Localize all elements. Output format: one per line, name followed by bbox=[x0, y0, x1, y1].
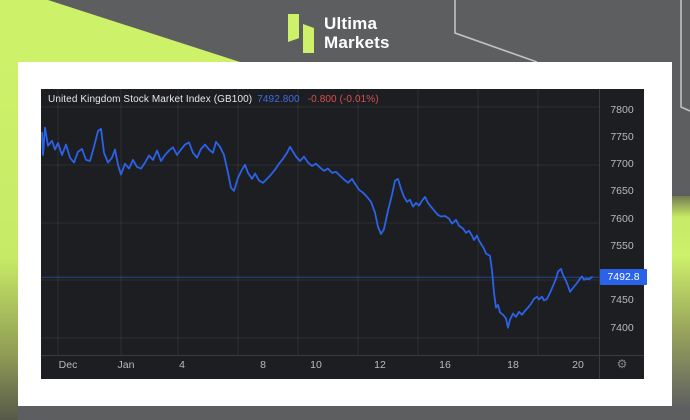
y-axis-tick-7800: 7800 bbox=[610, 103, 634, 116]
chart-change: -0.800 (-0.01%) bbox=[307, 94, 379, 105]
x-axis-tick-18: 18 bbox=[507, 359, 519, 371]
decor-left-strip bbox=[0, 62, 18, 420]
x-axis-tick-10: 10 bbox=[310, 359, 322, 371]
price-series-line bbox=[41, 126, 593, 329]
x-axis-tick-12: 12 bbox=[374, 359, 386, 371]
chart-panel: United Kingdom Stock Market Index (GB100… bbox=[41, 89, 647, 379]
x-axis-separator bbox=[41, 355, 644, 356]
x-axis-tick-4: 4 bbox=[179, 359, 185, 371]
current-price-tag: 7492.8 bbox=[600, 269, 647, 286]
chart-last-price: 7492.800 bbox=[257, 94, 300, 105]
x-axis-tick-Jan: Jan bbox=[117, 359, 135, 371]
brand-line2: Markets bbox=[324, 33, 390, 52]
chart-title-bar: United Kingdom Stock Market Index (GB100… bbox=[48, 94, 379, 105]
y-axis-tick-7400: 7400 bbox=[610, 321, 634, 334]
y-axis-tick-7700: 7700 bbox=[610, 158, 634, 171]
y-axis-tick-7750: 7750 bbox=[610, 130, 634, 143]
chart-title: United Kingdom Stock Market Index (GB100… bbox=[48, 94, 253, 105]
y-axis-tick-7550: 7550 bbox=[610, 239, 634, 252]
price-chart-plot[interactable] bbox=[41, 89, 599, 355]
brand-line1: Ultima bbox=[324, 14, 378, 33]
settings-gear-icon[interactable]: ⚙ bbox=[616, 357, 628, 371]
x-axis-tick-8: 8 bbox=[260, 359, 266, 371]
x-axis-tick-20: 20 bbox=[572, 359, 584, 371]
brand-name: Ultima Markets bbox=[324, 14, 390, 52]
x-axis-tick-16: 16 bbox=[439, 359, 451, 371]
logo-bar-left bbox=[288, 14, 299, 42]
decor-lime-triangle bbox=[0, 0, 240, 62]
decor-right-strip bbox=[672, 196, 690, 408]
chart-card: United Kingdom Stock Market Index (GB100… bbox=[18, 62, 672, 406]
grid-lines bbox=[41, 89, 599, 355]
x-axis-tick-Dec: Dec bbox=[58, 359, 78, 371]
ultima-markets-logo-icon bbox=[288, 14, 315, 53]
y-axis-tick-7650: 7650 bbox=[610, 185, 634, 198]
brand-header: Ultima Markets bbox=[288, 14, 390, 53]
y-axis-tick-7450: 7450 bbox=[610, 294, 634, 307]
logo-bar-right bbox=[303, 24, 314, 53]
y-axis-tick-7600: 7600 bbox=[610, 212, 634, 225]
y-axis-separator bbox=[599, 89, 600, 379]
